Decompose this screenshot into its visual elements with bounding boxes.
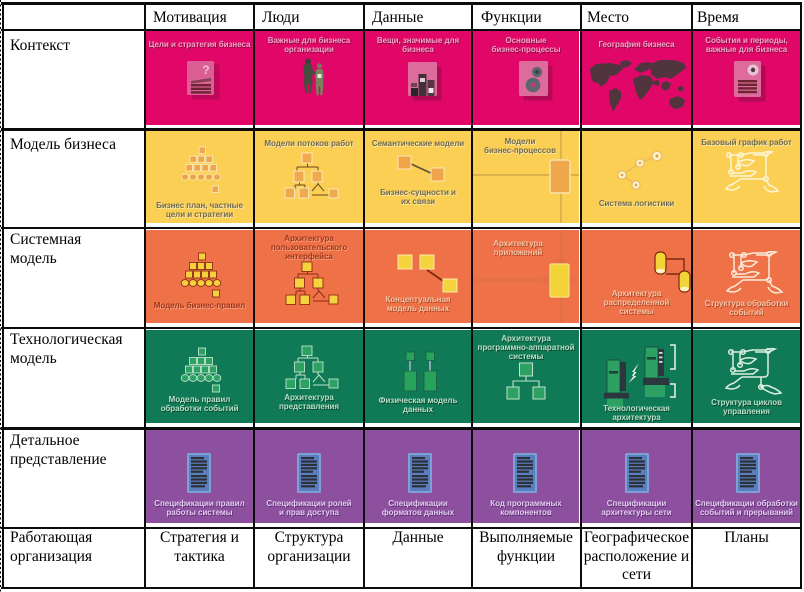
svg-text:?: ? [202, 63, 209, 77]
